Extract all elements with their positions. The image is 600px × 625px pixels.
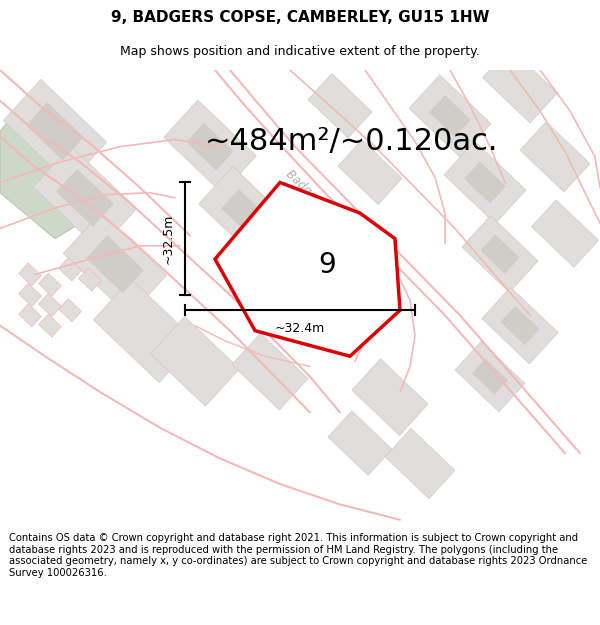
Text: 9, BADGERS COPSE, CAMBERLEY, GU15 1HW: 9, BADGERS COPSE, CAMBERLEY, GU15 1HW	[111, 10, 489, 25]
Text: Map shows position and indicative extent of the property.: Map shows position and indicative extent…	[120, 44, 480, 58]
Polygon shape	[26, 102, 83, 160]
Polygon shape	[19, 304, 41, 327]
Polygon shape	[151, 316, 239, 406]
Polygon shape	[338, 140, 402, 204]
Polygon shape	[482, 288, 558, 364]
Polygon shape	[94, 279, 197, 382]
Text: ~32.5m: ~32.5m	[162, 214, 175, 264]
Polygon shape	[481, 235, 519, 273]
Polygon shape	[229, 230, 322, 323]
Text: 9: 9	[318, 251, 336, 279]
Polygon shape	[56, 169, 113, 226]
Polygon shape	[501, 306, 539, 345]
Polygon shape	[0, 101, 80, 239]
Polygon shape	[59, 258, 82, 281]
Polygon shape	[352, 359, 428, 436]
Polygon shape	[409, 75, 491, 158]
Polygon shape	[38, 273, 61, 296]
Text: ~32.4m: ~32.4m	[275, 322, 325, 336]
Polygon shape	[199, 166, 292, 259]
Polygon shape	[482, 48, 557, 123]
Polygon shape	[232, 333, 308, 410]
Polygon shape	[252, 253, 298, 300]
Polygon shape	[164, 100, 256, 193]
Polygon shape	[444, 141, 526, 224]
Polygon shape	[328, 411, 392, 476]
Polygon shape	[79, 268, 101, 291]
Polygon shape	[187, 123, 233, 170]
Polygon shape	[34, 146, 137, 250]
Polygon shape	[464, 162, 505, 203]
Polygon shape	[430, 96, 470, 137]
Polygon shape	[462, 216, 538, 292]
Polygon shape	[59, 299, 82, 322]
Polygon shape	[455, 341, 525, 412]
Polygon shape	[473, 359, 508, 394]
Text: Badgers Copse: Badgers Copse	[283, 168, 357, 238]
Polygon shape	[38, 314, 61, 337]
Polygon shape	[532, 200, 598, 268]
Text: ~484m²/~0.120ac.: ~484m²/~0.120ac.	[205, 127, 499, 156]
Polygon shape	[4, 79, 107, 183]
Polygon shape	[308, 74, 372, 138]
Polygon shape	[385, 428, 455, 499]
Text: Contains OS data © Crown copyright and database right 2021. This information is : Contains OS data © Crown copyright and d…	[9, 533, 587, 578]
Polygon shape	[38, 294, 61, 317]
Polygon shape	[86, 236, 143, 292]
Polygon shape	[19, 283, 41, 306]
Polygon shape	[222, 190, 268, 236]
Polygon shape	[520, 122, 590, 192]
Polygon shape	[19, 263, 41, 286]
Polygon shape	[64, 213, 167, 316]
Polygon shape	[215, 182, 400, 356]
